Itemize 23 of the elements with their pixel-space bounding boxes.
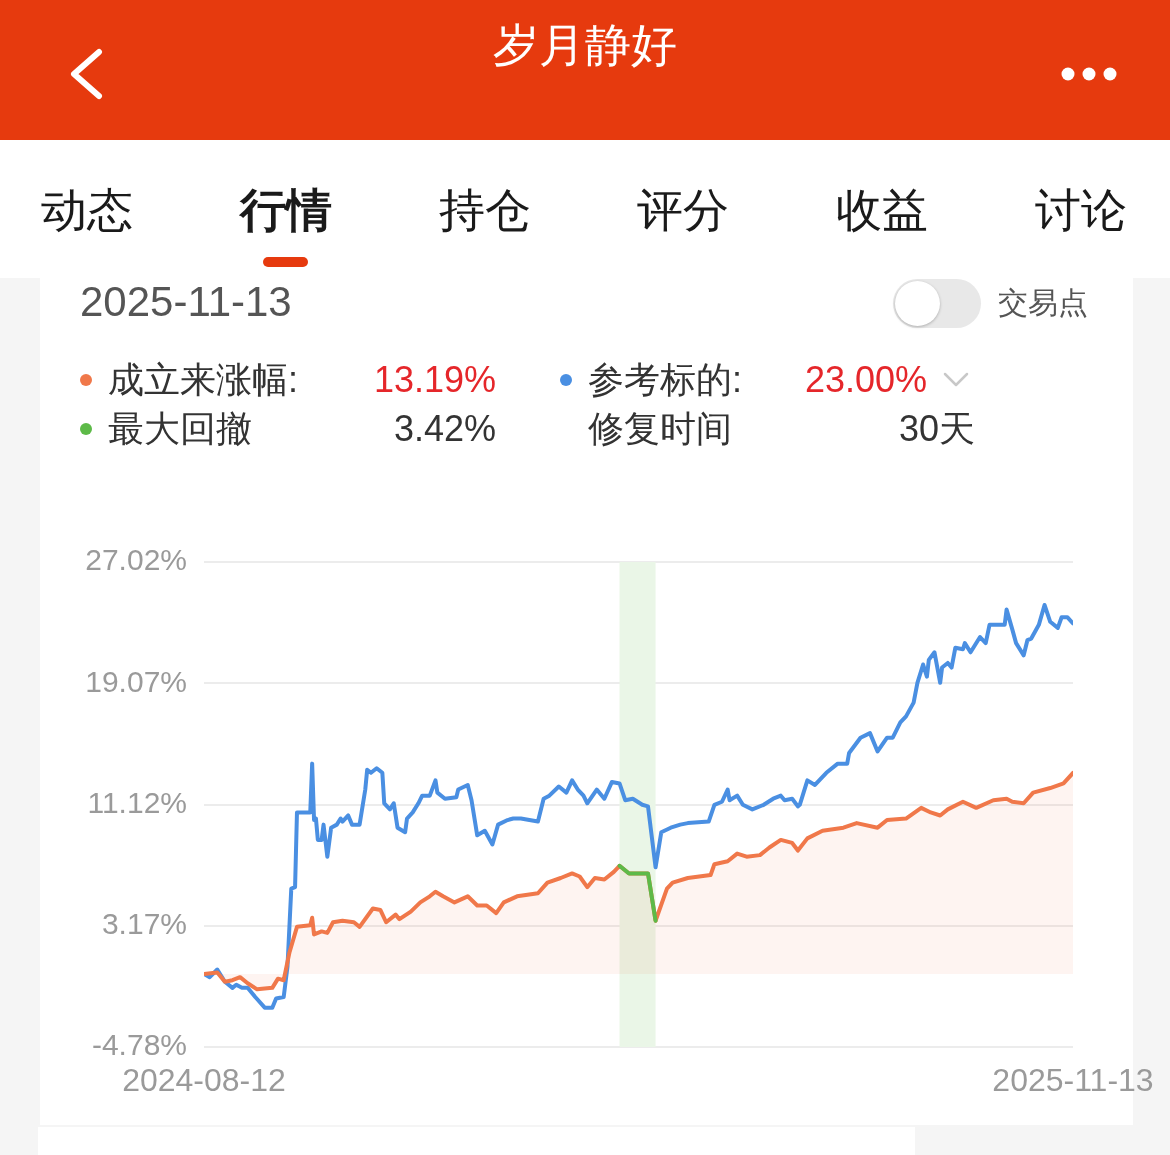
y-tick-label: -4.78% <box>91 1028 187 1062</box>
text: 行情 <box>239 184 332 236</box>
chart-title: 岁月静好 <box>493 19 677 71</box>
chart-subtitle: 2025-11-13 <box>80 278 292 325</box>
x-tick-label: 2024-08-12 <box>122 1062 286 1099</box>
text: 3.42% <box>393 408 496 449</box>
y-tick-label: 3.17% <box>101 907 187 941</box>
text: 修复时间 <box>588 408 732 449</box>
text: 动态 <box>41 184 133 236</box>
y-tick-label: 19.07% <box>85 664 187 698</box>
text: 收益 <box>836 184 929 236</box>
y-tick-label: 11.12% <box>87 785 187 819</box>
text: 讨论 <box>1035 184 1127 236</box>
text: 交易点 <box>998 286 1088 319</box>
text: 评分 <box>637 184 730 236</box>
legend-label: 最大回撤 <box>108 408 252 449</box>
legend-label: 成立来涨幅: <box>108 359 299 400</box>
text: 23.00% <box>804 359 927 400</box>
text: 13.19% <box>373 359 496 400</box>
y-tick-label: 27.02% <box>85 543 187 577</box>
text: 持仓 <box>438 184 531 236</box>
legend-label: 参考标的: <box>588 359 743 400</box>
text: 30天 <box>898 408 975 449</box>
